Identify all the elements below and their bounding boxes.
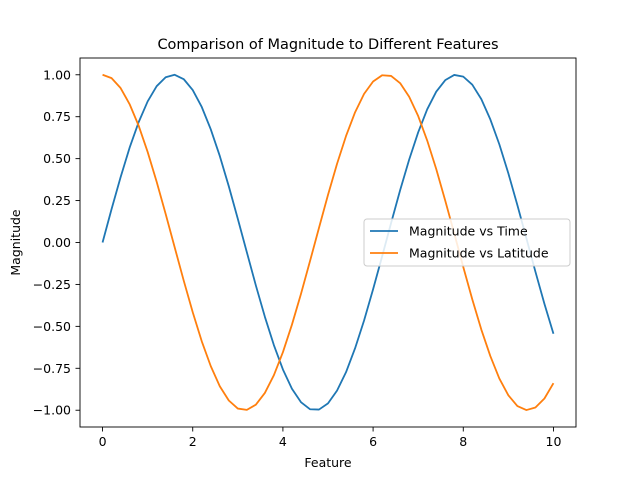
y-tick-label: 1.00 xyxy=(43,67,71,82)
y-tick-label: 0.50 xyxy=(43,151,71,166)
x-tick-label: 10 xyxy=(546,434,562,449)
y-tick-label: 0.00 xyxy=(43,235,71,250)
y-tick-label: −0.50 xyxy=(33,319,71,334)
x-tick-label: 8 xyxy=(459,434,467,449)
y-tick-label: 0.75 xyxy=(43,109,71,124)
x-tick-label: 0 xyxy=(99,434,107,449)
x-tick-label: 4 xyxy=(279,434,287,449)
x-axis-ticks: 0 2 4 6 8 10 xyxy=(99,427,562,449)
legend-label-magnitude-vs-time: Magnitude vs Time xyxy=(409,224,528,239)
x-tick-label: 6 xyxy=(369,434,377,449)
y-tick-label: −1.00 xyxy=(33,403,71,418)
y-axis-ticks: −1.00 −0.75 −0.50 −0.25 0.00 0.25 0.50 0.75 1.00 xyxy=(33,67,80,418)
legend-label-magnitude-vs-latitude: Magnitude vs Latitude xyxy=(409,246,549,261)
y-tick-label: −0.75 xyxy=(33,361,71,376)
chart-title: Comparison of Magnitude to Different Fea… xyxy=(157,37,498,53)
y-tick-label: −0.25 xyxy=(33,277,71,292)
y-tick-label: 0.25 xyxy=(43,193,71,208)
x-axis-label: Feature xyxy=(304,455,352,470)
series-line-magnitude-vs-time xyxy=(101,73,555,411)
y-axis-label: Magnitude xyxy=(8,209,23,276)
series-layer xyxy=(101,73,555,411)
series-line-magnitude-vs-latitude xyxy=(102,73,555,411)
legend: Magnitude vs Time Magnitude vs Latitude xyxy=(363,218,571,267)
legend-box xyxy=(363,218,571,267)
x-tick-label: 2 xyxy=(189,434,197,449)
